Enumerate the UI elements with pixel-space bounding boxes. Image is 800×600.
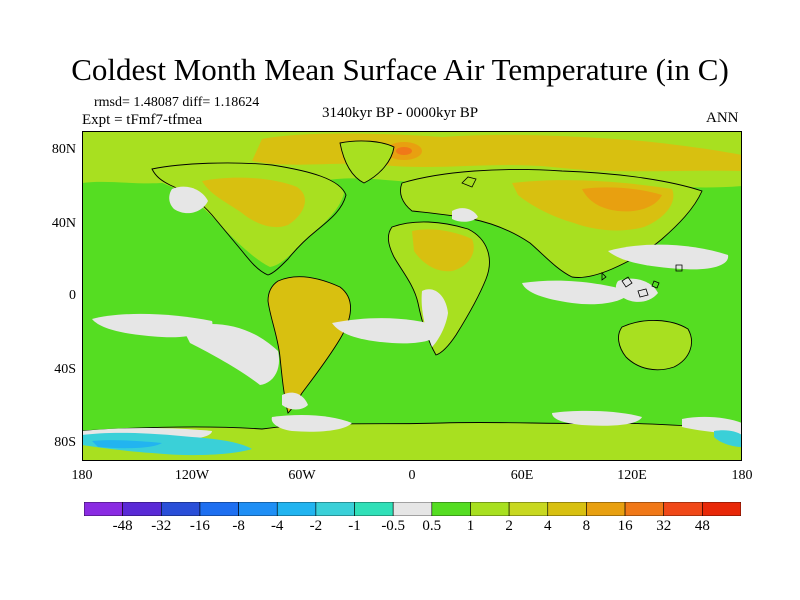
neutral-zone xyxy=(92,313,213,338)
colorbar-swatch xyxy=(586,502,626,516)
neutral-zone xyxy=(332,318,443,344)
colorbar xyxy=(84,502,741,516)
colorbar-swatch xyxy=(238,502,278,516)
colorbar-swatch xyxy=(276,502,317,516)
lon-tick-label: 180 xyxy=(71,468,93,483)
page-title: Coldest Month Mean Surface Air Temperatu… xyxy=(71,52,729,87)
colorbar-label: 0.5 xyxy=(422,518,442,534)
colorbar-swatch xyxy=(199,502,239,516)
neutral-zone xyxy=(182,324,280,385)
antarctica-outline xyxy=(82,421,742,432)
greenland-outline xyxy=(339,140,395,184)
colorbar-swatch xyxy=(354,502,394,516)
neutral-zone xyxy=(522,280,630,305)
australia-outline xyxy=(618,319,692,371)
asia-warmer xyxy=(582,187,662,212)
season-label: ANN xyxy=(706,110,739,126)
colorbar-swatch xyxy=(160,502,201,516)
colorbar-label: 16 xyxy=(617,518,633,534)
colorbar-label: 32 xyxy=(656,518,672,534)
australia-zone xyxy=(618,320,692,370)
lon-tick-label: 0 xyxy=(408,468,416,483)
lon-tick-label: 120W xyxy=(174,468,210,483)
africa-warm xyxy=(412,229,474,272)
temperature-map xyxy=(82,131,742,461)
colorbar-label: -16 xyxy=(189,518,210,534)
greenland-zone xyxy=(340,140,394,183)
neutral-zone xyxy=(169,186,208,214)
lat-tick-label: 40N xyxy=(51,216,76,231)
map-frame xyxy=(82,131,742,461)
colorbar-label: -4 xyxy=(270,518,284,534)
lat-tick-label: 80N xyxy=(51,142,76,157)
colorbar-label: 8 xyxy=(582,518,591,534)
colorbar-swatch xyxy=(84,502,123,516)
cold-zone xyxy=(92,440,162,449)
north-america-warm xyxy=(202,177,305,228)
colorbar-swatch xyxy=(431,502,471,516)
colorbar-label: -1 xyxy=(348,518,361,534)
neutral-zone xyxy=(552,410,642,426)
cool-zone xyxy=(714,430,742,447)
colorbar-swatch xyxy=(663,502,703,516)
neutral-zone xyxy=(282,392,308,410)
colorbar-label: 48 xyxy=(694,518,710,534)
colorbar-label: -0.5 xyxy=(381,518,406,534)
lon-tick-label: 120E xyxy=(617,468,647,483)
colorbar-swatch xyxy=(624,502,665,516)
lat-tick-label: 0 xyxy=(69,288,76,303)
antarctica-zone xyxy=(82,422,742,461)
colorbar-swatch xyxy=(315,502,355,516)
colorbar-label: -8 xyxy=(232,518,245,534)
colorbar-swatch xyxy=(470,502,510,516)
colorbar-label: 2 xyxy=(505,518,513,534)
colorbar-label: -2 xyxy=(309,518,323,534)
south-america-zone xyxy=(268,276,351,413)
colorbar-label: -48 xyxy=(112,518,133,534)
colorbar-swatch xyxy=(392,502,433,516)
lat-tick-label: 80S xyxy=(54,435,76,450)
colorbar-swatch xyxy=(508,502,549,516)
colorbar-swatch xyxy=(547,502,587,516)
colorbar-label: 4 xyxy=(544,518,552,534)
neutral-zone xyxy=(271,415,352,432)
lon-tick-label: 60W xyxy=(288,468,316,483)
africa-outline xyxy=(387,221,490,356)
neutral-zone xyxy=(421,289,448,347)
lon-tick-label: 180 xyxy=(731,468,753,483)
colorbar-swatch xyxy=(702,502,741,516)
stats-text: rmsd= 1.48087 diff= 1.18624 xyxy=(94,95,260,110)
arctic-hot-core xyxy=(396,147,412,155)
experiment-text: Expt = tFmf7-tfmea xyxy=(82,112,203,128)
colorbar-swatches xyxy=(84,502,741,516)
neutral-zone xyxy=(615,278,658,302)
lon-tick-label: 60E xyxy=(510,468,534,483)
neutral-zone xyxy=(608,244,729,270)
colorbar-label: 1 xyxy=(466,518,475,534)
period-text: 3140kyr BP - 0000kyr BP xyxy=(322,105,479,121)
colorbar-label: -32 xyxy=(151,518,172,534)
cool-zone xyxy=(82,432,252,456)
island-outline xyxy=(461,176,683,298)
colorbar-swatch xyxy=(122,502,162,516)
neutral-zone xyxy=(452,208,478,222)
lat-tick-label: 40S xyxy=(54,362,76,377)
